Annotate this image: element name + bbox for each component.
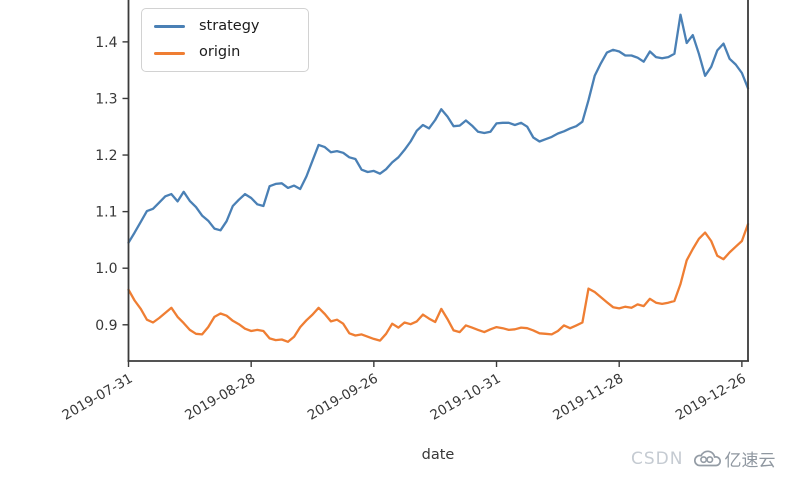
y-tick-label: 1.0 bbox=[95, 261, 117, 277]
x-tick-label: 2019-10-31 bbox=[428, 371, 504, 424]
csdn-logo-text: CSDN bbox=[631, 448, 684, 469]
y-tick-label: 0.9 bbox=[95, 318, 117, 334]
x-tick-label: 2019-07-31 bbox=[60, 371, 136, 424]
legend-item-origin: origin bbox=[154, 44, 296, 61]
x-axis-label: date bbox=[421, 447, 455, 463]
brand-logo: 亿速云 bbox=[692, 446, 775, 471]
y-tick-label: 1.3 bbox=[95, 91, 117, 107]
x-tick-label: 2019-12-26 bbox=[673, 371, 749, 424]
y-tick-label: 1.1 bbox=[95, 205, 117, 221]
y-tick-label: 1.4 bbox=[95, 35, 117, 51]
watermark: CSDN 亿速云 bbox=[631, 446, 775, 472]
series-line-strategy bbox=[127, 13, 750, 244]
strategy-line-swatch bbox=[154, 25, 185, 29]
cloud-icon bbox=[694, 450, 722, 467]
y-tick-label: 1.2 bbox=[95, 148, 117, 164]
x-tick-label: 2019-11-28 bbox=[550, 371, 626, 424]
legend-item-strategy: strategy bbox=[154, 18, 296, 35]
x-tick-label: 2019-08-28 bbox=[182, 371, 258, 424]
legend-label-strategy: strategy bbox=[199, 18, 260, 34]
legend: strategy origin bbox=[141, 8, 309, 72]
legend-label-origin: origin bbox=[199, 44, 241, 61]
series-line-origin bbox=[127, 222, 750, 343]
brand-name-text: 亿速云 bbox=[724, 451, 776, 471]
origin-line-swatch bbox=[154, 51, 185, 55]
x-tick-label: 2019-09-26 bbox=[305, 371, 381, 424]
